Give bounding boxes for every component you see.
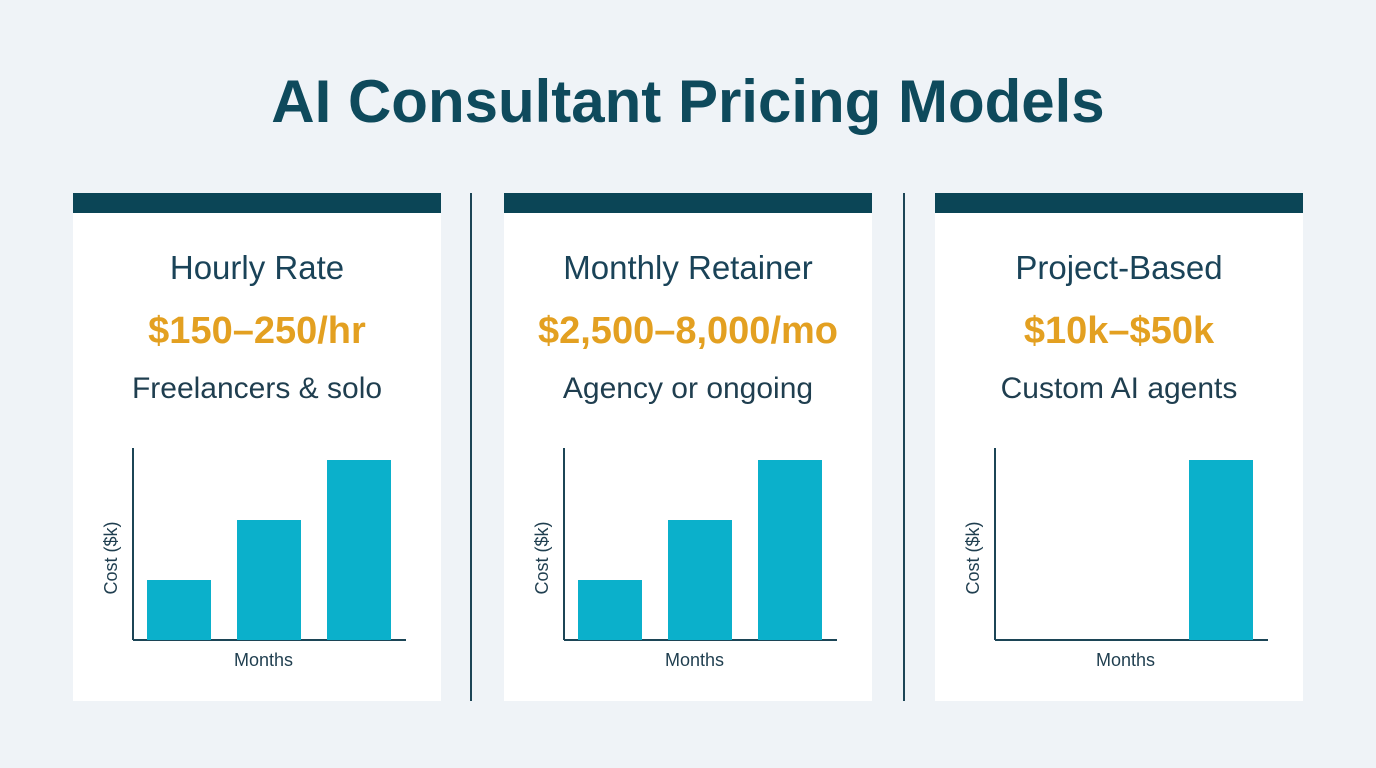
card-price: $150–250/hr: [148, 310, 366, 352]
y-axis-label: Cost ($k): [532, 521, 552, 594]
chart-bar: [668, 520, 732, 640]
pricing-card-hourly: Hourly Rate $150–250/hr Freelancers & so…: [73, 193, 441, 701]
chart-bar: [237, 520, 301, 640]
card-price: $10k–$50k: [1023, 310, 1215, 352]
column-divider: [903, 193, 905, 701]
card-header-bar: [935, 193, 1303, 213]
card-heading: Project-Based: [1015, 249, 1223, 286]
chart-bar: [578, 580, 642, 640]
card-description: Freelancers & solo: [131, 372, 383, 405]
cost-chart: Months Cost ($k): [101, 448, 406, 670]
card-header-bar: [504, 193, 872, 213]
y-axis-label: Cost ($k): [963, 521, 983, 594]
card-heading: Hourly Rate: [169, 249, 345, 286]
y-axis-label: Cost ($k): [101, 521, 121, 594]
chart-bar: [147, 580, 211, 640]
card-price: $2,500–8,000/mo: [537, 310, 838, 352]
x-axis-label: Months: [234, 650, 293, 670]
pricing-card-project: Project-Based $10k–$50k Custom AI agents…: [935, 193, 1303, 701]
card-description: Custom AI agents: [1000, 372, 1238, 405]
x-axis-label: Months: [665, 650, 724, 670]
pricing-card-retainer: Monthly Retainer $2,500–8,000/mo Agency …: [504, 193, 872, 701]
card-description: Agency or ongoing: [562, 372, 814, 405]
x-axis-label: Months: [1096, 650, 1155, 670]
chart-bar: [1189, 460, 1253, 640]
column-divider: [470, 193, 472, 701]
card-header-bar: [73, 193, 441, 213]
card-heading: Monthly Retainer: [563, 249, 813, 286]
chart-bar: [327, 460, 391, 640]
page-title: AI Consultant Pricing Models: [271, 68, 1105, 135]
cost-chart: Months Cost ($k): [532, 448, 837, 670]
cost-chart: Months Cost ($k): [963, 448, 1268, 670]
chart-bar: [758, 460, 822, 640]
